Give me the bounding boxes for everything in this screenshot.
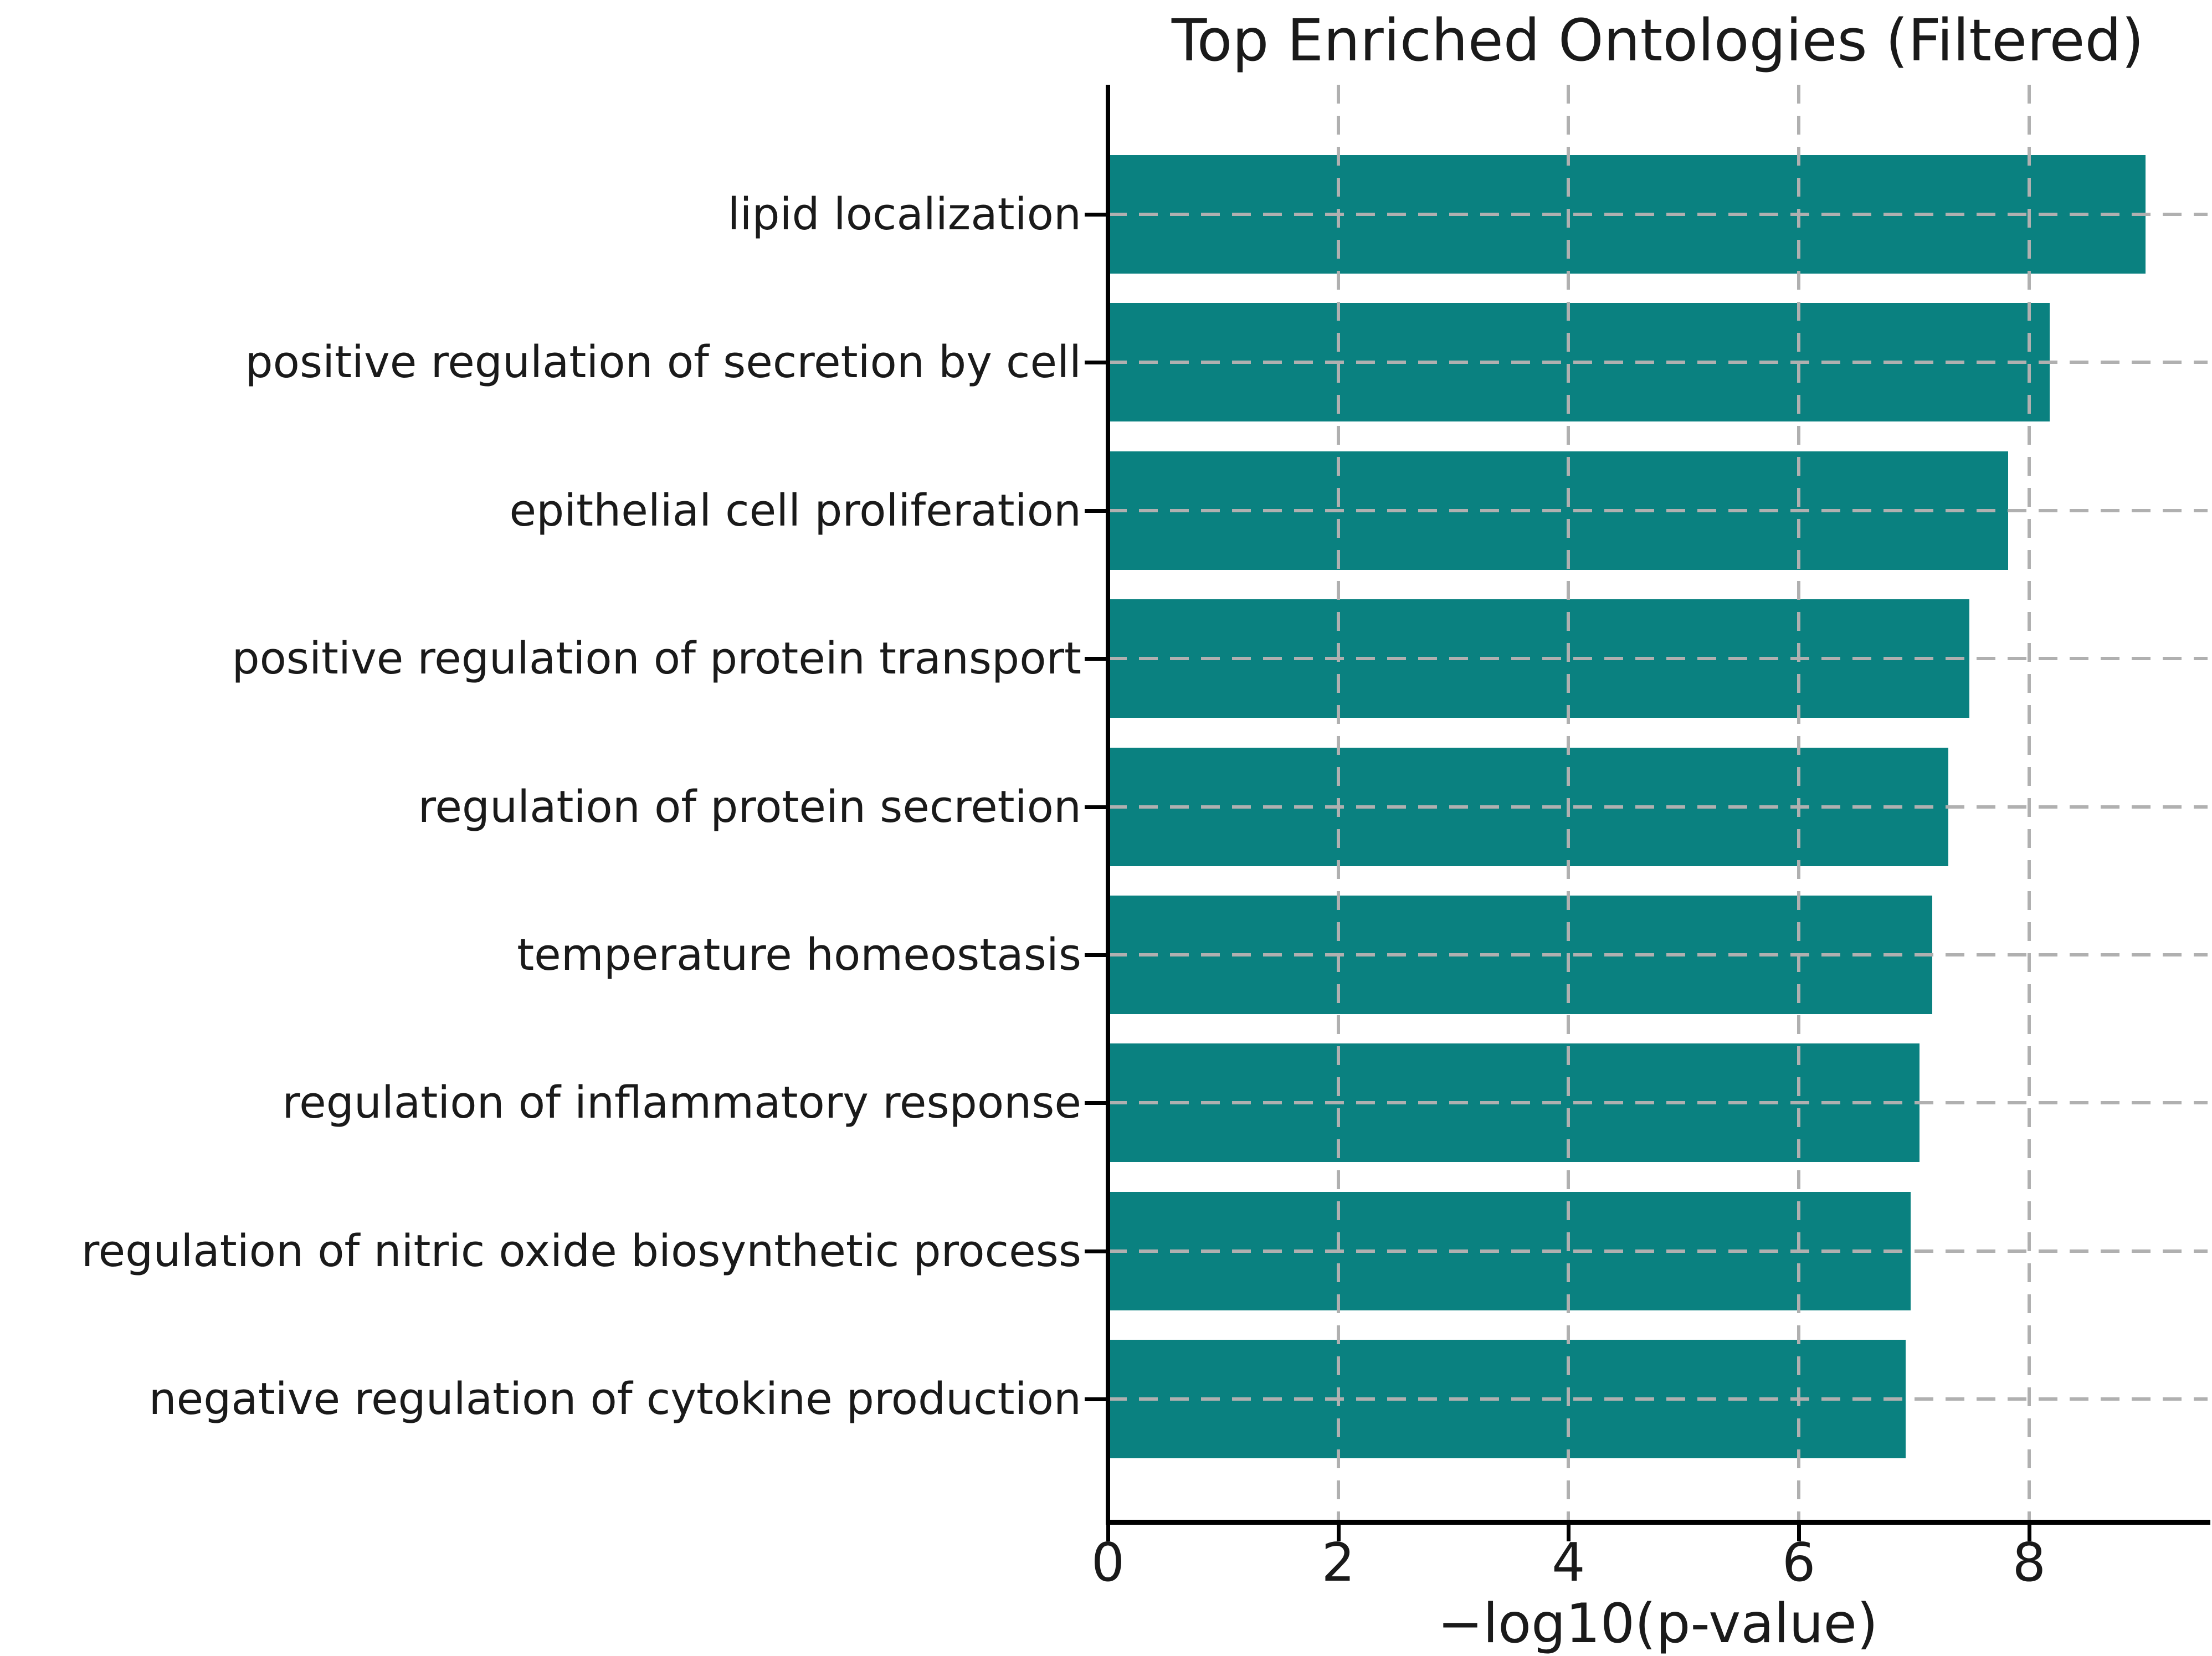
chart-title: Top Enriched Ontologies (Filtered)	[1171, 7, 2144, 74]
y-tick-5	[1085, 805, 1106, 809]
y-tick-label-6: temperature homeostasis	[517, 929, 1081, 980]
x-tick-8	[2027, 1525, 2031, 1541]
y-tick-label-5: regulation of protein secretion	[418, 781, 1081, 832]
gridline-x-8	[2027, 85, 2031, 1521]
y-tick-label-9: negative regulation of cytokine producti…	[148, 1374, 1081, 1425]
x-axis-spine	[1106, 1520, 2210, 1525]
gridline-y-9	[1108, 1397, 2208, 1401]
gridline-x-4	[1567, 85, 1571, 1521]
y-tick-3	[1085, 508, 1106, 513]
x-tick-label-2: 2	[1321, 1532, 1355, 1593]
gridline-x-2	[1336, 85, 1340, 1521]
x-tick-2	[1336, 1525, 1341, 1541]
gridline-x-6	[1797, 85, 1801, 1521]
y-tick-label-8: regulation of nitric oxide biosynthetic …	[81, 1225, 1081, 1277]
y-axis-spine	[1106, 85, 1110, 1521]
x-tick-label-8: 8	[2012, 1532, 2046, 1593]
gridline-y-2	[1108, 361, 2208, 364]
gridline-y-7	[1108, 1101, 2208, 1105]
y-tick-9	[1085, 1397, 1106, 1402]
x-axis-label: −log10(p-value)	[1437, 1592, 1879, 1655]
y-tick-label-4: positive regulation of protein transport	[232, 633, 1081, 685]
x-tick-label-4: 4	[1552, 1532, 1585, 1593]
y-tick-label-7: regulation of inflammatory response	[282, 1077, 1081, 1129]
y-tick-label-1: lipid localization	[727, 189, 1081, 240]
y-tick-2	[1085, 361, 1106, 365]
y-tick-label-2: positive regulation of secretion by cell	[245, 337, 1081, 388]
y-tick-4	[1085, 657, 1106, 661]
gridline-y-1	[1108, 213, 2208, 216]
x-tick-0	[1106, 1525, 1110, 1541]
gridline-y-5	[1108, 805, 2208, 809]
x-tick-label-0: 0	[1091, 1532, 1125, 1593]
y-tick-label-3: epithelial cell proliferation	[509, 485, 1081, 536]
y-tick-1	[1085, 213, 1106, 217]
y-tick-6	[1085, 953, 1106, 957]
y-tick-8	[1085, 1249, 1106, 1253]
x-tick-4	[1567, 1525, 1571, 1541]
x-tick-6	[1797, 1525, 1802, 1541]
gridline-y-8	[1108, 1249, 2208, 1253]
gridline-y-3	[1108, 508, 2208, 512]
gridline-y-6	[1108, 953, 2208, 956]
x-tick-label-6: 6	[1782, 1532, 1816, 1593]
y-tick-7	[1085, 1101, 1106, 1105]
gridline-y-4	[1108, 657, 2208, 661]
